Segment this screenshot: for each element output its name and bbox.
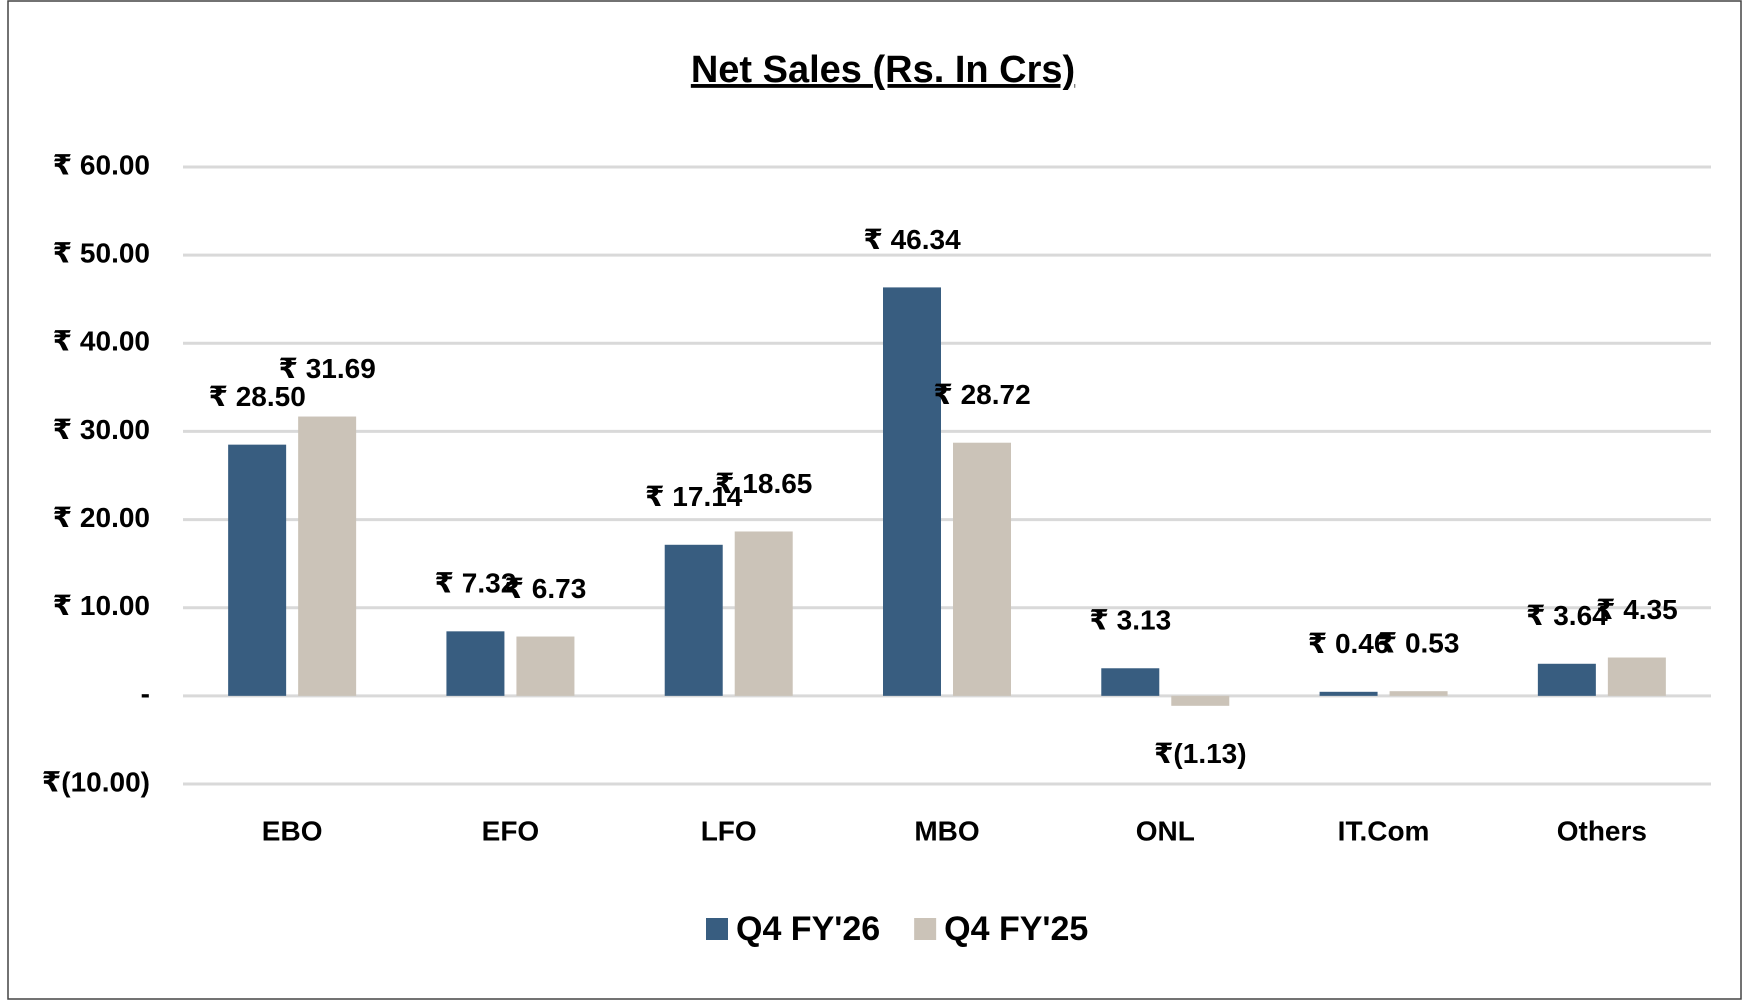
legend-swatch	[706, 918, 728, 940]
bar	[664, 544, 723, 696]
y-tick-label: -	[141, 678, 150, 709]
bar	[1607, 657, 1666, 696]
chart-frame	[7, 0, 1742, 1000]
bar	[516, 636, 575, 696]
value-label: ₹ 0.46	[1308, 628, 1390, 659]
value-label: ₹ 17.14	[645, 481, 743, 512]
y-tick-label: ₹ 30.00	[53, 414, 150, 445]
value-label: ₹ 6.73	[505, 573, 587, 604]
bar	[953, 442, 1011, 696]
value-label: ₹ 7.32	[435, 568, 517, 599]
y-tick-label: ₹(10.00)	[42, 766, 150, 797]
chart-title: Net Sales (Rs. In Crs)	[691, 49, 1075, 91]
x-tick-label: EBO	[262, 815, 323, 846]
y-tick-label: ₹ 20.00	[53, 502, 150, 533]
value-label: ₹ 31.69	[278, 353, 375, 384]
value-label: ₹ 28.72	[933, 379, 1030, 410]
x-tick-label: Others	[1557, 815, 1647, 846]
y-tick-label: ₹ 10.00	[53, 590, 150, 621]
value-label: ₹(1.13)	[1154, 738, 1247, 769]
bar	[446, 631, 505, 696]
bar	[1171, 695, 1230, 706]
y-tick-label: ₹ 50.00	[53, 238, 150, 269]
value-label: ₹ 4.35	[1596, 594, 1678, 625]
x-tick-label: MBO	[914, 815, 979, 846]
bar	[298, 416, 357, 696]
x-tick-label: LFO	[701, 815, 757, 846]
y-tick-label: ₹ 40.00	[53, 326, 150, 357]
y-tick-label: ₹ 60.00	[53, 149, 150, 180]
value-label: ₹ 18.65	[715, 468, 812, 499]
legend-label: Q4 FY'25	[944, 910, 1088, 948]
value-label: ₹ 3.13	[1089, 605, 1171, 636]
x-tick-label: EFO	[482, 815, 540, 846]
bar	[1537, 663, 1596, 696]
bar	[734, 531, 793, 696]
value-label: ₹ 3.64	[1526, 600, 1608, 631]
value-label: ₹ 0.53	[1378, 628, 1460, 659]
bar	[228, 444, 287, 696]
bar	[1101, 668, 1160, 696]
legend-swatch	[914, 918, 937, 940]
legend-label: Q4 FY'26	[736, 910, 880, 948]
bar	[1319, 691, 1378, 696]
bar	[883, 287, 941, 696]
bar	[1389, 691, 1448, 696]
value-label: ₹ 28.50	[208, 381, 305, 412]
value-label: ₹ 46.34	[863, 224, 961, 255]
x-tick-label: ONL	[1136, 815, 1195, 846]
x-tick-label: IT.Com	[1338, 815, 1430, 846]
